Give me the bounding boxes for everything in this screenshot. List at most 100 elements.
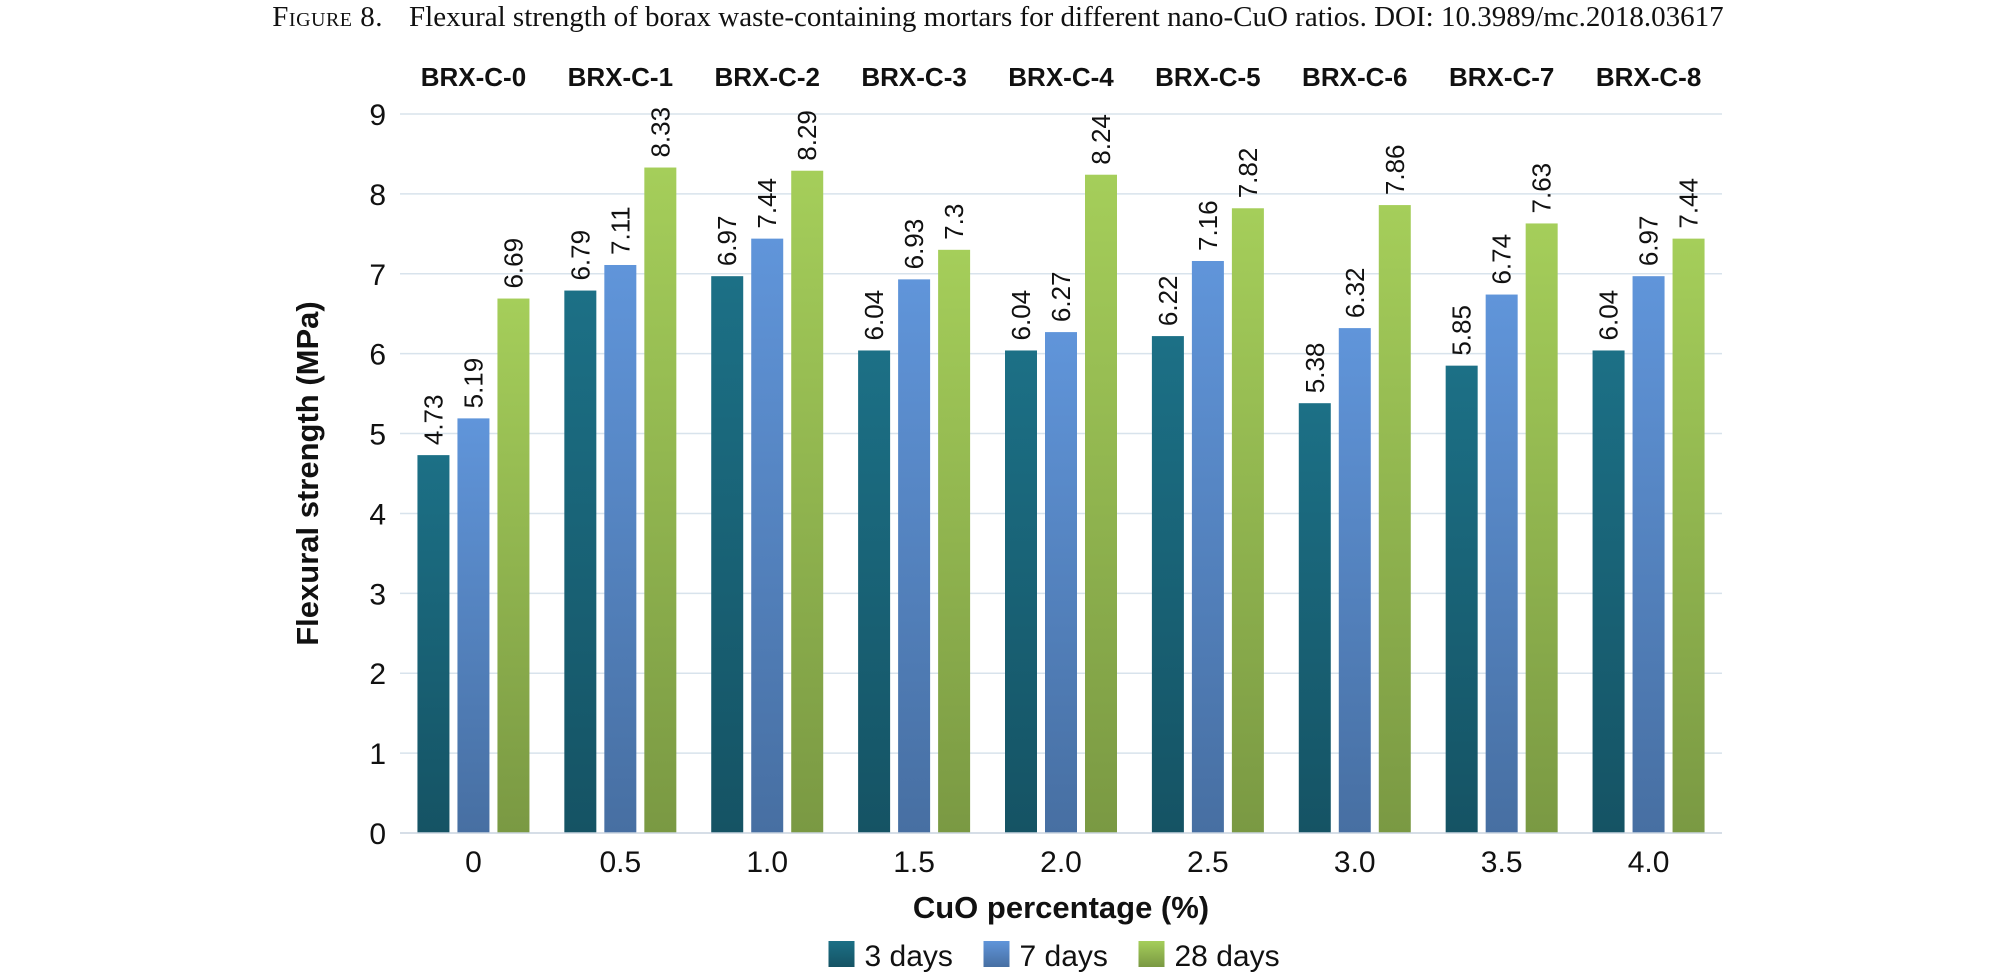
- legend: 3 days 7 days 28 days: [828, 940, 1280, 973]
- bar-7-days-0.5: [604, 264, 637, 833]
- data-label: 8.29: [792, 110, 822, 161]
- legend-swatch: [983, 941, 1010, 967]
- data-label: 7.44: [752, 178, 782, 229]
- group-label: BRX-C-3: [861, 62, 966, 92]
- bar-28-days-3.0: [1378, 205, 1411, 833]
- data-label: 7.44: [1674, 178, 1704, 229]
- y-tick-label: 5: [369, 419, 386, 452]
- bar-28-days-0.5: [644, 167, 677, 833]
- bar-28-days-2.0: [1085, 174, 1117, 833]
- x-tick-label: 2.5: [1187, 846, 1229, 879]
- figure-caption: Figure 8. Flexural strength of borax wast…: [0, 0, 1996, 36]
- y-tick-label: 6: [369, 339, 386, 372]
- bar-3-days-2.5: [1151, 336, 1184, 833]
- data-labels: 4.73 5.19 6.69 6.79 7.11 8.33 6.97 7.44 8.29 6.04…: [418, 107, 1703, 445]
- x-axis-title: CuO percentage (%): [913, 890, 1209, 925]
- data-label: 6.97: [712, 216, 742, 267]
- data-label: 6.74: [1487, 234, 1517, 285]
- bar-7-days-2.0: [1045, 332, 1077, 833]
- bar-3-days-0.5: [564, 290, 597, 833]
- data-label: 6.22: [1153, 275, 1183, 326]
- bar-3-days-3.5: [1445, 365, 1478, 833]
- bar-7-days-1.0: [751, 238, 784, 834]
- group-label: BRX-C-1: [568, 62, 673, 92]
- x-tick-label: 1.0: [746, 846, 788, 879]
- y-tick-label: 2: [369, 658, 386, 691]
- group-label: BRX-C-4: [1008, 62, 1114, 92]
- data-label: 7.3: [939, 204, 969, 240]
- x-tick-label: 2.0: [1040, 846, 1082, 879]
- data-label: 6.69: [498, 238, 528, 289]
- y-tick-label: 8: [369, 179, 386, 212]
- y-axis-title: Flexural strength (MPa): [290, 301, 325, 646]
- data-label: 8.24: [1086, 114, 1116, 165]
- bar-7-days-4.0: [1632, 276, 1665, 833]
- bar-7-days-0: [457, 418, 490, 833]
- bars: [417, 167, 1705, 834]
- group-labels: BRX-C-0 BRX-C-1 BRX-C-2 BRX-C-3 BRX-C-4 BRX-C…: [421, 62, 1702, 92]
- data-label: 8.33: [645, 107, 675, 158]
- bar-7-days-3.5: [1485, 294, 1518, 833]
- data-label: 7.16: [1193, 200, 1223, 251]
- data-label: 6.04: [859, 290, 889, 341]
- data-label: 7.63: [1527, 163, 1557, 214]
- bar-3-days-1.5: [858, 350, 891, 833]
- legend-label: 7 days: [1020, 940, 1108, 973]
- data-label: 6.04: [1594, 290, 1624, 341]
- data-label: 4.73: [418, 395, 448, 446]
- data-label: 7.11: [605, 206, 635, 255]
- figure-label: Figure 8.: [272, 1, 384, 33]
- bar-28-days-1.5: [938, 249, 971, 834]
- bar-3-days-1.0: [711, 276, 744, 833]
- bar-28-days-3.5: [1525, 223, 1558, 834]
- data-label: 6.32: [1340, 267, 1370, 318]
- data-label: 5.85: [1447, 305, 1477, 356]
- group-label: BRX-C-2: [714, 62, 819, 92]
- x-tick-label: 1.5: [893, 846, 935, 879]
- y-tick-label: 3: [369, 578, 386, 611]
- bar-3-days-3.0: [1298, 403, 1331, 833]
- legend-swatch: [828, 941, 855, 967]
- x-axis-ticks: 0 0.5 1.0 1.5 2.0 2.5 3.0 3.5 4.0: [465, 846, 1669, 879]
- bar-7-days-3.0: [1338, 328, 1371, 833]
- group-label: BRX-C-5: [1155, 62, 1260, 92]
- data-label: 7.86: [1380, 144, 1410, 195]
- bar-3-days-2.0: [1005, 350, 1037, 833]
- x-tick-label: 4.0: [1628, 846, 1670, 879]
- group-label: BRX-C-7: [1449, 62, 1554, 92]
- group-label: BRX-C-0: [421, 62, 526, 92]
- y-tick-label: 9: [369, 99, 386, 132]
- data-label: 6.27: [1046, 271, 1076, 322]
- y-tick-label: 1: [369, 738, 386, 771]
- data-label: 5.19: [458, 358, 488, 409]
- bar-28-days-1.0: [791, 170, 824, 833]
- bar-28-days-2.5: [1231, 208, 1264, 833]
- data-label: 5.38: [1300, 343, 1330, 394]
- bar-7-days-2.5: [1191, 260, 1224, 833]
- x-tick-label: 3.5: [1481, 846, 1523, 879]
- y-tick-label: 4: [369, 498, 386, 531]
- bar-3-days-4.0: [1592, 350, 1625, 833]
- y-axis-ticks: 0 1 2 3 4 5 6 7 8 9: [369, 99, 386, 851]
- legend-label: 3 days: [865, 940, 953, 973]
- data-label: 6.97: [1634, 216, 1664, 267]
- bar-7-days-1.5: [898, 279, 931, 833]
- data-label: 6.04: [1006, 290, 1036, 341]
- data-label: 6.93: [899, 219, 929, 270]
- y-tick-label: 0: [369, 818, 386, 851]
- figure-caption-text: Flexural strength of borax waste-contain…: [409, 1, 1724, 33]
- legend-label: 28 days: [1175, 940, 1280, 973]
- x-tick-label: 0: [465, 846, 482, 879]
- legend-swatch: [1138, 941, 1165, 967]
- data-label: 7.82: [1233, 148, 1263, 199]
- x-tick-label: 0.5: [599, 846, 641, 879]
- bar-3-days-0: [417, 455, 450, 833]
- data-label: 6.79: [565, 230, 595, 281]
- group-label: BRX-C-8: [1596, 62, 1701, 92]
- group-label: BRX-C-6: [1302, 62, 1407, 92]
- x-tick-label: 3.0: [1334, 846, 1376, 879]
- bar-28-days-0: [497, 298, 530, 833]
- bar-28-days-4.0: [1672, 238, 1705, 834]
- y-tick-label: 7: [369, 259, 386, 292]
